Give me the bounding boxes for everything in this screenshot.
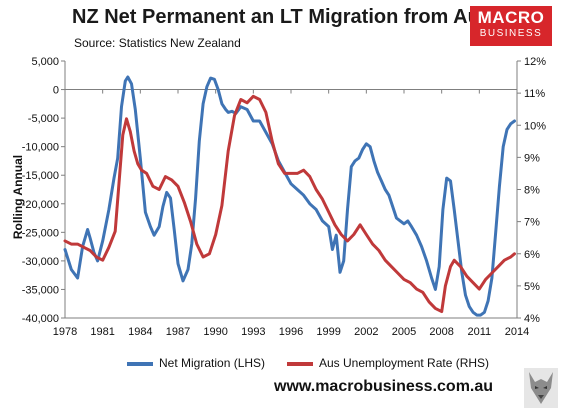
logo-line1: MACRO (477, 8, 545, 27)
y2-tick-label: 7% (524, 217, 540, 229)
y-tick-label: -40,000 (22, 313, 59, 325)
x-tick-label: 1993 (241, 326, 265, 338)
y-tick-label: -25,000 (22, 227, 59, 239)
x-tick-label: 2011 (468, 326, 492, 338)
y-tick-label: -20,000 (22, 199, 59, 211)
y2-tick-label: 4% (524, 313, 540, 325)
x-tick-label: 2005 (392, 326, 416, 338)
x-tick-label: 2014 (505, 326, 529, 338)
y2-tick-label: 11% (524, 88, 545, 100)
logo-line2: BUSINESS (479, 28, 543, 39)
y-tick-label: -15,000 (22, 170, 59, 182)
x-tick-label: 1999 (316, 326, 340, 338)
chart-title: NZ Net Permanent an LT Migration from Au… (72, 6, 539, 28)
series-line-net-migration (63, 75, 516, 317)
x-tick-label: 1984 (128, 326, 152, 338)
y-tick-label: -35,000 (22, 284, 59, 296)
legend-label-unemployment: Aus Unemployment Rate (RHS) (319, 356, 490, 370)
legend-item-net-migration: Net Migration (LHS) (127, 356, 265, 370)
chart-source: Source: Statistics New Zealand (74, 36, 241, 50)
website-url: www.macrobusiness.com.au (274, 378, 494, 395)
series-line-unemployment (63, 94, 516, 314)
x-tick-label: 1990 (203, 326, 227, 338)
x-tick-label: 1978 (53, 326, 77, 338)
y-tick-label: 0 (53, 85, 59, 97)
legend-label-net-migration: Net Migration (LHS) (159, 356, 266, 370)
legend-swatch-unemployment (287, 361, 313, 366)
legend: Net Migration (LHS) Aus Unemployment Rat… (0, 356, 564, 376)
legend-item-unemployment: Aus Unemployment Rate (RHS) (287, 356, 489, 370)
x-tick-label: 1996 (279, 326, 303, 338)
y2-tick-label: 12% (524, 56, 546, 68)
legend-swatch-net-migration (127, 361, 153, 366)
wolf-logo-icon (524, 368, 558, 408)
x-tick-label: 2002 (354, 326, 378, 338)
x-tick-label: 1987 (166, 326, 190, 338)
macrobusiness-logo: MACRO BUSINESS (470, 6, 552, 46)
x-tick-label: 1981 (90, 326, 114, 338)
y-tick-label: -30,000 (22, 256, 59, 268)
x-tick-label: 2008 (429, 326, 453, 338)
y2-tick-label: 5% (524, 281, 540, 293)
y2-tick-label: 8% (524, 185, 540, 197)
y2-tick-label: 6% (524, 249, 540, 261)
y-tick-label: 5,000 (31, 56, 59, 68)
y2-tick-label: 10% (524, 120, 546, 132)
y2-tick-label: 9% (524, 152, 540, 164)
y-tick-label: -5,000 (28, 113, 59, 125)
y-tick-label: -10,000 (22, 142, 59, 154)
